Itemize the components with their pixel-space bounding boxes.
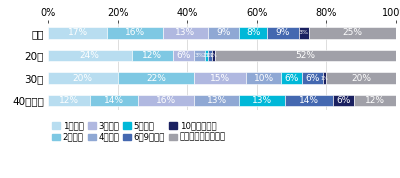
Bar <box>281 72 302 84</box>
Bar <box>138 95 194 106</box>
Text: 1%: 1% <box>202 53 210 58</box>
Bar <box>173 50 194 61</box>
Bar <box>163 27 208 39</box>
Bar <box>215 50 396 61</box>
Text: 16%: 16% <box>125 28 145 37</box>
Text: 24%: 24% <box>80 51 100 60</box>
Text: 20%: 20% <box>351 74 371 83</box>
Bar <box>194 72 246 84</box>
Bar <box>132 50 173 61</box>
Bar <box>302 72 323 84</box>
Bar <box>246 72 281 84</box>
Bar <box>212 50 215 61</box>
Text: 25%: 25% <box>342 28 362 37</box>
Text: 14%: 14% <box>299 96 319 105</box>
Bar <box>208 27 239 39</box>
Text: 6%: 6% <box>284 74 299 83</box>
Bar <box>194 95 239 106</box>
Bar <box>48 50 132 61</box>
Text: 13%: 13% <box>252 96 272 105</box>
Bar <box>239 27 267 39</box>
Text: 12%: 12% <box>59 96 79 105</box>
Text: 12%: 12% <box>142 51 162 60</box>
Text: 20%: 20% <box>73 74 93 83</box>
Text: 9%: 9% <box>216 28 231 37</box>
Bar <box>309 27 396 39</box>
Bar <box>118 72 194 84</box>
Text: 9%: 9% <box>276 28 290 37</box>
Text: 1%: 1% <box>321 75 328 80</box>
Text: 17%: 17% <box>68 28 88 37</box>
Text: 12%: 12% <box>365 96 385 105</box>
Bar <box>194 50 204 61</box>
Bar <box>285 95 333 106</box>
Text: 3%: 3% <box>299 30 309 35</box>
Bar <box>107 27 163 39</box>
Text: 16%: 16% <box>156 96 176 105</box>
Text: 22%: 22% <box>146 74 166 83</box>
Text: 6%: 6% <box>337 96 351 105</box>
Text: 8%: 8% <box>246 28 260 37</box>
Text: 15%: 15% <box>210 74 230 83</box>
Text: 52%: 52% <box>296 51 316 60</box>
Text: 14%: 14% <box>104 96 124 105</box>
Bar <box>204 50 208 61</box>
Bar <box>48 27 107 39</box>
Bar <box>333 95 354 106</box>
Bar <box>298 27 309 39</box>
Text: 1%: 1% <box>210 53 217 58</box>
Bar <box>90 95 138 106</box>
Bar <box>267 27 298 39</box>
Bar <box>323 72 326 84</box>
Text: 6%: 6% <box>176 51 191 60</box>
Bar <box>48 95 90 106</box>
Bar <box>354 95 396 106</box>
Bar <box>48 72 118 84</box>
Text: 1%: 1% <box>206 53 214 58</box>
Text: 10%: 10% <box>254 74 274 83</box>
Bar <box>326 72 396 84</box>
Text: 6%: 6% <box>305 74 320 83</box>
Bar <box>208 50 212 61</box>
Legend: 1回ある, 2回ある, 3回ある, 4回ある, 5回ある, 6～9回ある, 10回以上ある, 転職したことはない: 1回ある, 2回ある, 3回ある, 4回ある, 5回ある, 6～9回ある, 10… <box>52 122 226 142</box>
Text: 3%: 3% <box>194 53 204 58</box>
Text: 13%: 13% <box>175 28 196 37</box>
Text: 13%: 13% <box>207 96 227 105</box>
Bar <box>239 95 285 106</box>
